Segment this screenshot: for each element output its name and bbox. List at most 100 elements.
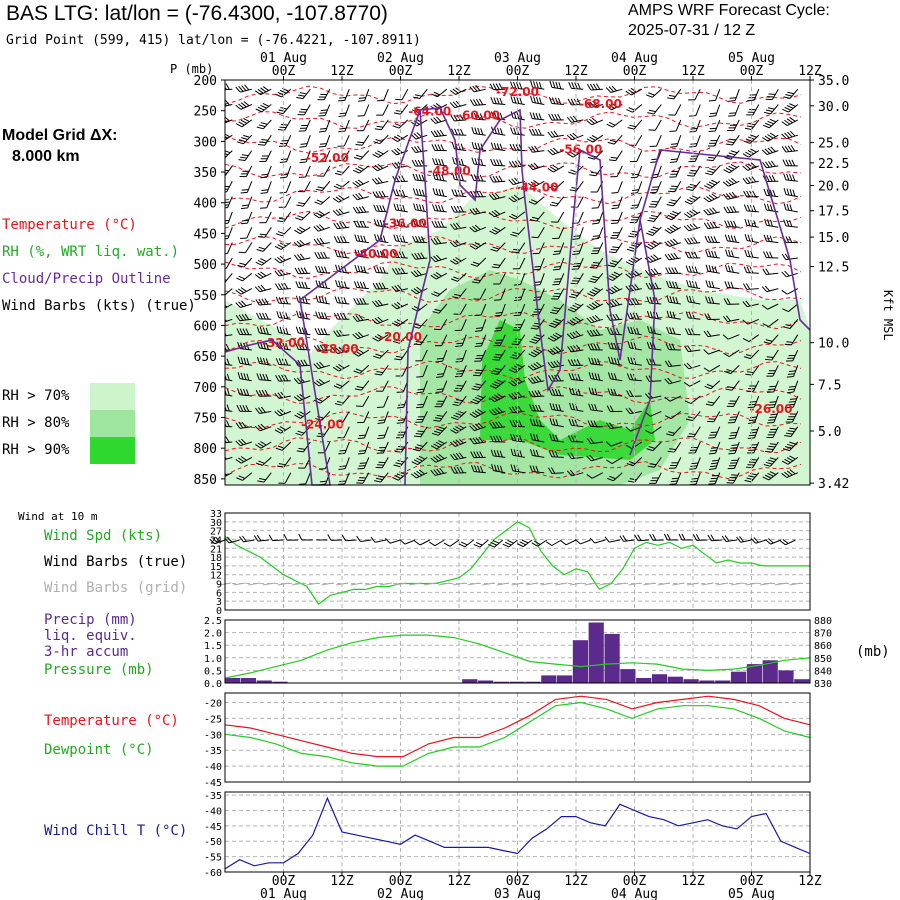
section-wind-barb xyxy=(259,211,272,224)
section-wind-barb xyxy=(704,235,720,244)
grid-wind-barb xyxy=(613,582,626,586)
legend-rh: RH (%, WRT liq. wat.) xyxy=(2,244,180,260)
section-wind-barb xyxy=(667,88,682,100)
section-wind-barb xyxy=(549,303,565,315)
section-wind-barb xyxy=(431,220,447,228)
section-wind-barb xyxy=(415,411,428,423)
section-wind-barb xyxy=(416,395,428,409)
windchill-tick-label: -40 xyxy=(204,806,222,817)
section-wind-barb xyxy=(743,204,759,213)
section-wind-barb xyxy=(293,393,311,402)
grid-wind-barb xyxy=(452,582,466,586)
section-wind-barb xyxy=(274,269,291,277)
legend-cloud-outline: Cloud/Precip Outline xyxy=(2,271,171,287)
section-wind-barb xyxy=(450,257,467,265)
section-wind-barb xyxy=(473,288,487,300)
windchill-tick-label: -60 xyxy=(204,868,222,879)
section-wind-barb xyxy=(763,234,779,244)
section-wind-barb xyxy=(765,349,779,361)
kft-tick-label: 20.0 xyxy=(818,180,849,195)
cloud-precip-outline xyxy=(404,109,431,486)
section-wind-barb xyxy=(225,116,233,125)
section-wind-barb xyxy=(767,380,779,393)
section-wind-barb xyxy=(669,165,682,178)
section-wind-barb xyxy=(746,104,760,116)
section-wind-barb xyxy=(333,380,350,389)
section-wind-barb xyxy=(489,226,506,235)
section-wind-barb xyxy=(315,265,330,274)
section-wind-barb xyxy=(705,395,721,406)
kft-tick-label: 10.0 xyxy=(818,337,849,352)
section-wind-barb xyxy=(549,196,565,207)
section-wind-barb xyxy=(357,89,370,102)
section-wind-barb xyxy=(686,279,701,290)
true-wind-barb xyxy=(341,534,357,542)
windchill-tick-label: -45 xyxy=(204,822,222,833)
section-wind-barb xyxy=(377,426,389,440)
section-wind-barb xyxy=(783,318,799,329)
temp-tick-label: -45 xyxy=(204,778,222,789)
section-wind-barb xyxy=(372,150,389,158)
wind-tick-label: 33 xyxy=(210,509,222,520)
true-wind-barb xyxy=(502,539,518,548)
section-wind-barb xyxy=(395,88,409,101)
top-hour-label: 00Z xyxy=(506,64,530,79)
section-wind-barb xyxy=(625,283,642,292)
section-wind-barb xyxy=(435,334,448,347)
section-wind-barb xyxy=(707,134,721,147)
pressure-unit-label: (mb) xyxy=(856,644,890,660)
section-wind-barb xyxy=(509,143,525,152)
grid-wind-barb xyxy=(657,582,670,586)
section-wind-barb xyxy=(295,281,311,290)
section-wind-barb xyxy=(588,372,603,382)
section-wind-barb xyxy=(646,226,662,236)
kft-tick-label: 30.0 xyxy=(818,100,849,115)
section-wind-barb xyxy=(548,388,564,397)
temperature-contour xyxy=(225,335,802,355)
section-wind-barb xyxy=(587,420,603,428)
section-wind-barb xyxy=(470,174,486,182)
section-wind-barb xyxy=(629,211,643,224)
section-wind-barb xyxy=(689,104,701,117)
section-wind-barb xyxy=(469,436,486,445)
section-wind-barb xyxy=(474,349,487,362)
section-wind-barb xyxy=(373,266,389,274)
section-wind-barb xyxy=(376,104,389,116)
temperature-contour xyxy=(225,136,802,154)
true-wind-barb xyxy=(649,533,664,541)
section-wind-barb xyxy=(354,380,370,391)
section-wind-barb xyxy=(452,288,467,299)
section-wind-barb xyxy=(606,456,623,465)
section-wind-barb xyxy=(649,472,662,484)
section-wind-barb xyxy=(410,269,428,278)
section-wind-barb xyxy=(295,326,311,336)
section-wind-barb xyxy=(742,300,759,308)
kft-tick-label: 15.0 xyxy=(818,231,849,246)
section-wind-barb xyxy=(609,242,623,254)
section-wind-barb xyxy=(296,88,311,100)
section-wind-barb xyxy=(763,457,779,467)
section-wind-barb xyxy=(547,147,564,156)
pressure-tick-label: 400 xyxy=(194,197,217,212)
section-wind-barb xyxy=(683,209,701,218)
section-wind-barb xyxy=(648,196,662,208)
section-wind-barb xyxy=(763,203,779,213)
temp-frame xyxy=(224,692,811,783)
section-wind-barb xyxy=(511,334,526,346)
section-wind-barb xyxy=(279,150,292,163)
true-wind-barb xyxy=(634,534,650,542)
grid-wind-barb xyxy=(730,582,743,586)
dewpoint-panel-label: Dewpoint (°C) xyxy=(44,742,154,758)
wind-tick-label: 27 xyxy=(210,527,222,538)
section-wind-barb xyxy=(722,191,740,200)
section-wind-barb xyxy=(373,349,389,359)
section-wind-barb xyxy=(430,116,447,124)
section-wind-barb xyxy=(318,119,331,133)
section-wind-barb xyxy=(763,251,779,259)
section-wind-barb xyxy=(684,237,701,245)
kft-axis-title: Kft MSL xyxy=(881,290,895,341)
section-wind-barb xyxy=(724,281,740,290)
section-wind-barb xyxy=(352,349,370,357)
true-wind-barb xyxy=(283,534,299,541)
temperature-contour-label: -68.00 xyxy=(579,97,622,111)
